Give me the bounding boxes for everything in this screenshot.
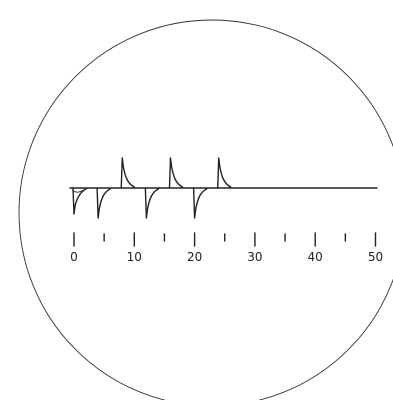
tick-label: 30 — [247, 250, 262, 264]
origin-sweep — [71, 187, 89, 193]
downward-pulse — [192, 187, 208, 219]
trace — [69, 157, 378, 219]
scale: 0 10 20 30 40 50 — [70, 232, 383, 264]
downward-pulse — [96, 187, 111, 219]
downward-pulse — [144, 187, 160, 219]
upward-pulse — [168, 157, 184, 189]
tick-label: 10 — [127, 250, 142, 264]
tick-label: 50 — [368, 250, 383, 264]
tick-label: 0 — [70, 250, 78, 264]
scope-circle — [18, 19, 393, 400]
upward-pulse — [120, 157, 135, 189]
upward-pulse — [217, 157, 232, 189]
tick-label: 40 — [308, 250, 323, 264]
tick-label: 20 — [187, 250, 202, 264]
